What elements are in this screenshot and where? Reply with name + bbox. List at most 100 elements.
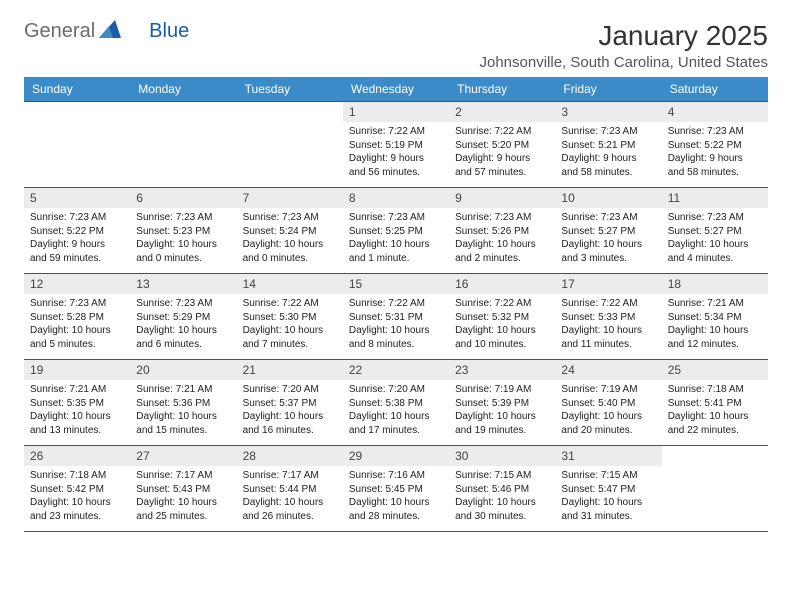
day-number: 4 (662, 102, 768, 122)
day-details: Sunrise: 7:21 AMSunset: 5:34 PMDaylight:… (662, 294, 768, 355)
weekday-header: Monday (130, 77, 236, 102)
day-cell: 28Sunrise: 7:17 AMSunset: 5:44 PMDayligh… (237, 446, 343, 532)
day-cell: 11Sunrise: 7:23 AMSunset: 5:27 PMDayligh… (662, 188, 768, 274)
day-cell: 4Sunrise: 7:23 AMSunset: 5:22 PMDaylight… (662, 102, 768, 188)
day-number: 18 (662, 274, 768, 294)
day-details: Sunrise: 7:22 AMSunset: 5:19 PMDaylight:… (343, 122, 449, 183)
day-number: 24 (555, 360, 661, 380)
day-number: 29 (343, 446, 449, 466)
day-details: Sunrise: 7:23 AMSunset: 5:23 PMDaylight:… (130, 208, 236, 269)
day-details: Sunrise: 7:22 AMSunset: 5:30 PMDaylight:… (237, 294, 343, 355)
location: Johnsonville, South Carolina, United Sta… (479, 54, 768, 71)
day-details: Sunrise: 7:18 AMSunset: 5:42 PMDaylight:… (24, 466, 130, 527)
calendar-row: 26Sunrise: 7:18 AMSunset: 5:42 PMDayligh… (24, 446, 768, 532)
day-cell: 8Sunrise: 7:23 AMSunset: 5:25 PMDaylight… (343, 188, 449, 274)
day-cell: 7Sunrise: 7:23 AMSunset: 5:24 PMDaylight… (237, 188, 343, 274)
day-details: Sunrise: 7:19 AMSunset: 5:40 PMDaylight:… (555, 380, 661, 441)
day-cell: 22Sunrise: 7:20 AMSunset: 5:38 PMDayligh… (343, 360, 449, 446)
logo-triangle-icon (99, 20, 121, 43)
empty-cell (130, 102, 236, 188)
day-number: 27 (130, 446, 236, 466)
day-details: Sunrise: 7:23 AMSunset: 5:22 PMDaylight:… (662, 122, 768, 183)
day-number: 8 (343, 188, 449, 208)
day-details: Sunrise: 7:17 AMSunset: 5:44 PMDaylight:… (237, 466, 343, 527)
day-details: Sunrise: 7:21 AMSunset: 5:36 PMDaylight:… (130, 380, 236, 441)
day-details: Sunrise: 7:23 AMSunset: 5:26 PMDaylight:… (449, 208, 555, 269)
day-cell: 29Sunrise: 7:16 AMSunset: 5:45 PMDayligh… (343, 446, 449, 532)
day-cell: 16Sunrise: 7:22 AMSunset: 5:32 PMDayligh… (449, 274, 555, 360)
day-number: 22 (343, 360, 449, 380)
day-cell: 17Sunrise: 7:22 AMSunset: 5:33 PMDayligh… (555, 274, 661, 360)
month-title: January 2025 (479, 20, 768, 52)
day-number: 7 (237, 188, 343, 208)
day-details: Sunrise: 7:23 AMSunset: 5:24 PMDaylight:… (237, 208, 343, 269)
day-cell: 14Sunrise: 7:22 AMSunset: 5:30 PMDayligh… (237, 274, 343, 360)
calendar-table: SundayMondayTuesdayWednesdayThursdayFrid… (24, 77, 768, 532)
day-details: Sunrise: 7:22 AMSunset: 5:32 PMDaylight:… (449, 294, 555, 355)
day-details: Sunrise: 7:15 AMSunset: 5:46 PMDaylight:… (449, 466, 555, 527)
day-cell: 9Sunrise: 7:23 AMSunset: 5:26 PMDaylight… (449, 188, 555, 274)
day-cell: 13Sunrise: 7:23 AMSunset: 5:29 PMDayligh… (130, 274, 236, 360)
day-cell: 5Sunrise: 7:23 AMSunset: 5:22 PMDaylight… (24, 188, 130, 274)
day-cell: 23Sunrise: 7:19 AMSunset: 5:39 PMDayligh… (449, 360, 555, 446)
day-details: Sunrise: 7:23 AMSunset: 5:21 PMDaylight:… (555, 122, 661, 183)
day-cell: 12Sunrise: 7:23 AMSunset: 5:28 PMDayligh… (24, 274, 130, 360)
day-details: Sunrise: 7:23 AMSunset: 5:22 PMDaylight:… (24, 208, 130, 269)
calendar-body: 1Sunrise: 7:22 AMSunset: 5:19 PMDaylight… (24, 102, 768, 532)
day-details: Sunrise: 7:16 AMSunset: 5:45 PMDaylight:… (343, 466, 449, 527)
day-cell: 10Sunrise: 7:23 AMSunset: 5:27 PMDayligh… (555, 188, 661, 274)
day-cell: 31Sunrise: 7:15 AMSunset: 5:47 PMDayligh… (555, 446, 661, 532)
day-number: 16 (449, 274, 555, 294)
day-cell: 19Sunrise: 7:21 AMSunset: 5:35 PMDayligh… (24, 360, 130, 446)
day-number: 20 (130, 360, 236, 380)
day-details: Sunrise: 7:23 AMSunset: 5:27 PMDaylight:… (662, 208, 768, 269)
day-number: 3 (555, 102, 661, 122)
day-cell: 30Sunrise: 7:15 AMSunset: 5:46 PMDayligh… (449, 446, 555, 532)
day-number: 14 (237, 274, 343, 294)
day-details: Sunrise: 7:17 AMSunset: 5:43 PMDaylight:… (130, 466, 236, 527)
day-number: 1 (343, 102, 449, 122)
calendar-row: 5Sunrise: 7:23 AMSunset: 5:22 PMDaylight… (24, 188, 768, 274)
day-details: Sunrise: 7:23 AMSunset: 5:28 PMDaylight:… (24, 294, 130, 355)
day-number: 11 (662, 188, 768, 208)
day-number: 25 (662, 360, 768, 380)
day-number: 31 (555, 446, 661, 466)
day-cell: 18Sunrise: 7:21 AMSunset: 5:34 PMDayligh… (662, 274, 768, 360)
day-cell: 24Sunrise: 7:19 AMSunset: 5:40 PMDayligh… (555, 360, 661, 446)
day-cell: 15Sunrise: 7:22 AMSunset: 5:31 PMDayligh… (343, 274, 449, 360)
day-number: 26 (24, 446, 130, 466)
day-details: Sunrise: 7:21 AMSunset: 5:35 PMDaylight:… (24, 380, 130, 441)
day-number: 21 (237, 360, 343, 380)
day-number: 10 (555, 188, 661, 208)
weekday-header: Thursday (449, 77, 555, 102)
logo: General Blue (24, 20, 189, 43)
weekday-header: Wednesday (343, 77, 449, 102)
day-number: 23 (449, 360, 555, 380)
day-cell: 26Sunrise: 7:18 AMSunset: 5:42 PMDayligh… (24, 446, 130, 532)
empty-cell (237, 102, 343, 188)
day-number: 13 (130, 274, 236, 294)
day-number: 5 (24, 188, 130, 208)
calendar-row: 12Sunrise: 7:23 AMSunset: 5:28 PMDayligh… (24, 274, 768, 360)
logo-text-blue: Blue (149, 20, 189, 43)
calendar-row: 1Sunrise: 7:22 AMSunset: 5:19 PMDaylight… (24, 102, 768, 188)
day-details: Sunrise: 7:23 AMSunset: 5:25 PMDaylight:… (343, 208, 449, 269)
day-number: 19 (24, 360, 130, 380)
day-number: 17 (555, 274, 661, 294)
day-details: Sunrise: 7:23 AMSunset: 5:29 PMDaylight:… (130, 294, 236, 355)
day-details: Sunrise: 7:18 AMSunset: 5:41 PMDaylight:… (662, 380, 768, 441)
day-details: Sunrise: 7:22 AMSunset: 5:31 PMDaylight:… (343, 294, 449, 355)
calendar-header: SundayMondayTuesdayWednesdayThursdayFrid… (24, 77, 768, 102)
day-details: Sunrise: 7:22 AMSunset: 5:33 PMDaylight:… (555, 294, 661, 355)
day-details: Sunrise: 7:20 AMSunset: 5:37 PMDaylight:… (237, 380, 343, 441)
day-details: Sunrise: 7:23 AMSunset: 5:27 PMDaylight:… (555, 208, 661, 269)
weekday-header: Tuesday (237, 77, 343, 102)
day-cell: 1Sunrise: 7:22 AMSunset: 5:19 PMDaylight… (343, 102, 449, 188)
day-number: 12 (24, 274, 130, 294)
day-cell: 20Sunrise: 7:21 AMSunset: 5:36 PMDayligh… (130, 360, 236, 446)
empty-cell (662, 446, 768, 532)
day-details: Sunrise: 7:22 AMSunset: 5:20 PMDaylight:… (449, 122, 555, 183)
day-cell: 6Sunrise: 7:23 AMSunset: 5:23 PMDaylight… (130, 188, 236, 274)
day-number: 15 (343, 274, 449, 294)
day-number: 28 (237, 446, 343, 466)
